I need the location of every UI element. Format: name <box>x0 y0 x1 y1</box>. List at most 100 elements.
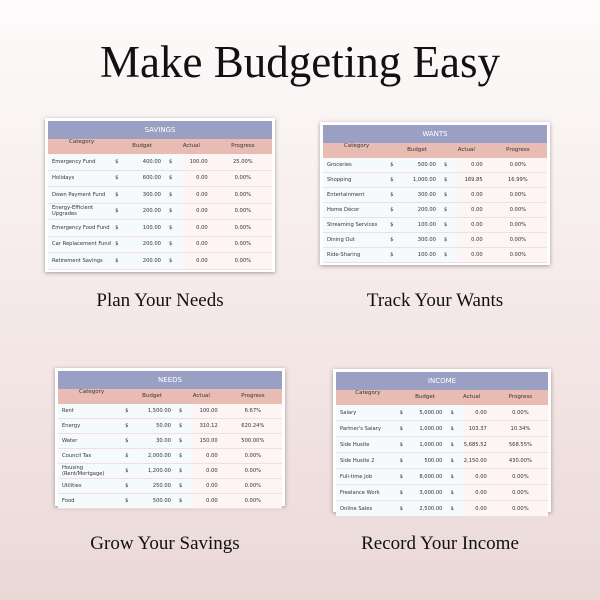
cell-currency: $ <box>115 208 119 215</box>
cell-progress: 0.00% <box>509 207 527 213</box>
cell-progress: 0.00% <box>244 468 262 474</box>
cell-currency: $ <box>168 241 173 248</box>
cell-budget: 200.00 <box>142 208 161 215</box>
table-row: Home Décor $200.00 $0.00 0.00% <box>323 203 547 218</box>
cell-currency: $ <box>168 257 173 264</box>
table-title: NEEDS <box>58 371 282 389</box>
column-category: Category <box>344 143 370 149</box>
cell-budget: 500.00 <box>417 162 436 168</box>
cell-progress: 568.55% <box>508 441 532 448</box>
cell-budget: 250.00 <box>152 483 171 489</box>
cell-category: Energy <box>62 423 81 429</box>
cell-currency: $ <box>168 224 173 231</box>
cell-budget: 500.00 <box>424 457 443 464</box>
cell-progress: 6.67% <box>244 408 262 414</box>
cell-currency: $ <box>390 252 394 258</box>
table-row: Energy $50.00 $310.12 620.24% <box>58 419 282 434</box>
cell-currency: $ <box>125 483 129 489</box>
cell-progress: 0.00% <box>234 257 252 264</box>
cell-currency: $ <box>178 468 183 474</box>
cell-currency: $ <box>125 468 129 474</box>
cell-progress: 0.00% <box>509 252 527 258</box>
cell-category: Dining Out <box>327 237 355 243</box>
cell-category: Side Hustle 2 <box>340 457 375 464</box>
cell-budget: 200.00 <box>142 257 161 264</box>
table-row: Dining Out $300.00 $0.00 0.00% <box>323 233 547 248</box>
cell-currency: $ <box>450 489 454 496</box>
cell-budget: 8,000.00 <box>419 473 443 480</box>
cell-actual: 100.00 <box>199 408 218 414</box>
caption-record-income: Record Your Income <box>361 533 519 554</box>
cell-category: Retirement Savings <box>52 257 103 264</box>
column-budget: Budget <box>415 394 435 400</box>
cell-budget: 30.00 <box>156 438 171 444</box>
table-row: Utilities $250.00 $0.00 0.00% <box>58 479 282 494</box>
cell-budget: 1,200.00 <box>147 468 171 474</box>
column-actual: Actual <box>182 143 200 149</box>
cell-budget: 600.00 <box>142 175 161 182</box>
column-progress: Progress <box>508 394 533 400</box>
cell-actual: 0.00 <box>471 207 483 213</box>
table-row: Side Hustle $1,000.00 $5,685.52 568.55% <box>336 437 548 453</box>
table-row: Food $500.00 $0.00 0.00% <box>58 494 282 509</box>
cell-currency: $ <box>450 473 454 480</box>
cell-budget: 100.00 <box>417 222 436 228</box>
cell-progress: 0.00% <box>244 483 262 489</box>
cell-category: Car Replacement Fund <box>52 241 111 248</box>
cell-currency: $ <box>443 222 448 228</box>
cell-category: Entertainment <box>327 192 365 198</box>
caption-track-wants: Track Your Wants <box>366 290 504 311</box>
cell-currency: $ <box>399 409 403 416</box>
table-row: Partner's Salary $1,000.00 $103.37 10.34% <box>336 421 548 437</box>
caption-plan-needs: Plan Your Needs <box>96 290 224 311</box>
cell-budget: 200.00 <box>142 241 161 248</box>
cell-budget: 100.00 <box>417 252 436 258</box>
cell-actual: 0.00 <box>196 191 208 198</box>
column-budget: Budget <box>142 393 162 399</box>
cell-budget: 50.00 <box>156 423 171 429</box>
cell-progress: 10.34% <box>510 425 531 432</box>
cell-progress: 0.00% <box>234 191 252 198</box>
cell-actual: 2,150.00 <box>463 457 487 464</box>
cell-currency: $ <box>178 483 183 489</box>
cell-currency: $ <box>115 191 119 198</box>
cell-category: Council Tax <box>62 453 92 459</box>
cell-currency: $ <box>125 453 129 459</box>
cell-actual: 0.00 <box>471 222 483 228</box>
cell-currency: $ <box>399 425 403 432</box>
cell-actual: 5,685.52 <box>463 441 487 448</box>
table-row: Energy-Efficient Upgrades $200.00 $0.00 0.0… <box>48 203 272 220</box>
cell-currency: $ <box>450 409 454 416</box>
cell-category: Salary <box>340 409 357 416</box>
needs-table: NEEDS Category Budget Actual Progress Ren… <box>55 368 285 509</box>
cell-progress: 0.00% <box>512 409 529 416</box>
table-row: Salary $5,000.00 $0.00 0.00% <box>336 405 548 421</box>
cell-actual: 0.00 <box>475 409 487 416</box>
cell-category: Emergency Food Fund <box>52 224 110 231</box>
cell-category: Side Hustle <box>340 441 370 448</box>
cell-progress: 620.24% <box>241 423 265 429</box>
table-title: WANTS <box>323 125 547 143</box>
table-row: Ride-Sharing $100.00 $0.00 0.00% <box>323 248 547 263</box>
cell-currency: $ <box>399 441 403 448</box>
cell-currency: $ <box>125 438 129 444</box>
cell-actual: 0.00 <box>475 489 487 496</box>
cell-currency: $ <box>168 191 173 198</box>
cell-currency: $ <box>390 207 394 213</box>
cell-progress: 0.00% <box>244 498 262 504</box>
cell-actual: 0.00 <box>206 453 218 459</box>
cell-actual: 0.00 <box>196 175 208 182</box>
cell-progress: 0.00% <box>234 241 252 248</box>
cell-budget: 300.00 <box>417 237 436 243</box>
cell-currency: $ <box>390 177 394 183</box>
cell-category: Utilities <box>62 483 82 489</box>
cell-currency: $ <box>443 252 448 258</box>
table-row: Emergency Fund $400.00 $100.00 25.00% <box>48 154 272 171</box>
cell-progress: 0.00% <box>509 237 527 243</box>
table-row: Council Tax $2,000.00 $0.00 0.00% <box>58 449 282 464</box>
cell-category: Water <box>62 438 78 444</box>
cell-currency: $ <box>115 175 119 182</box>
cell-progress: 500.00% <box>241 438 265 444</box>
cell-budget: 5,000.00 <box>419 409 443 416</box>
cell-budget: 300.00 <box>142 191 161 198</box>
